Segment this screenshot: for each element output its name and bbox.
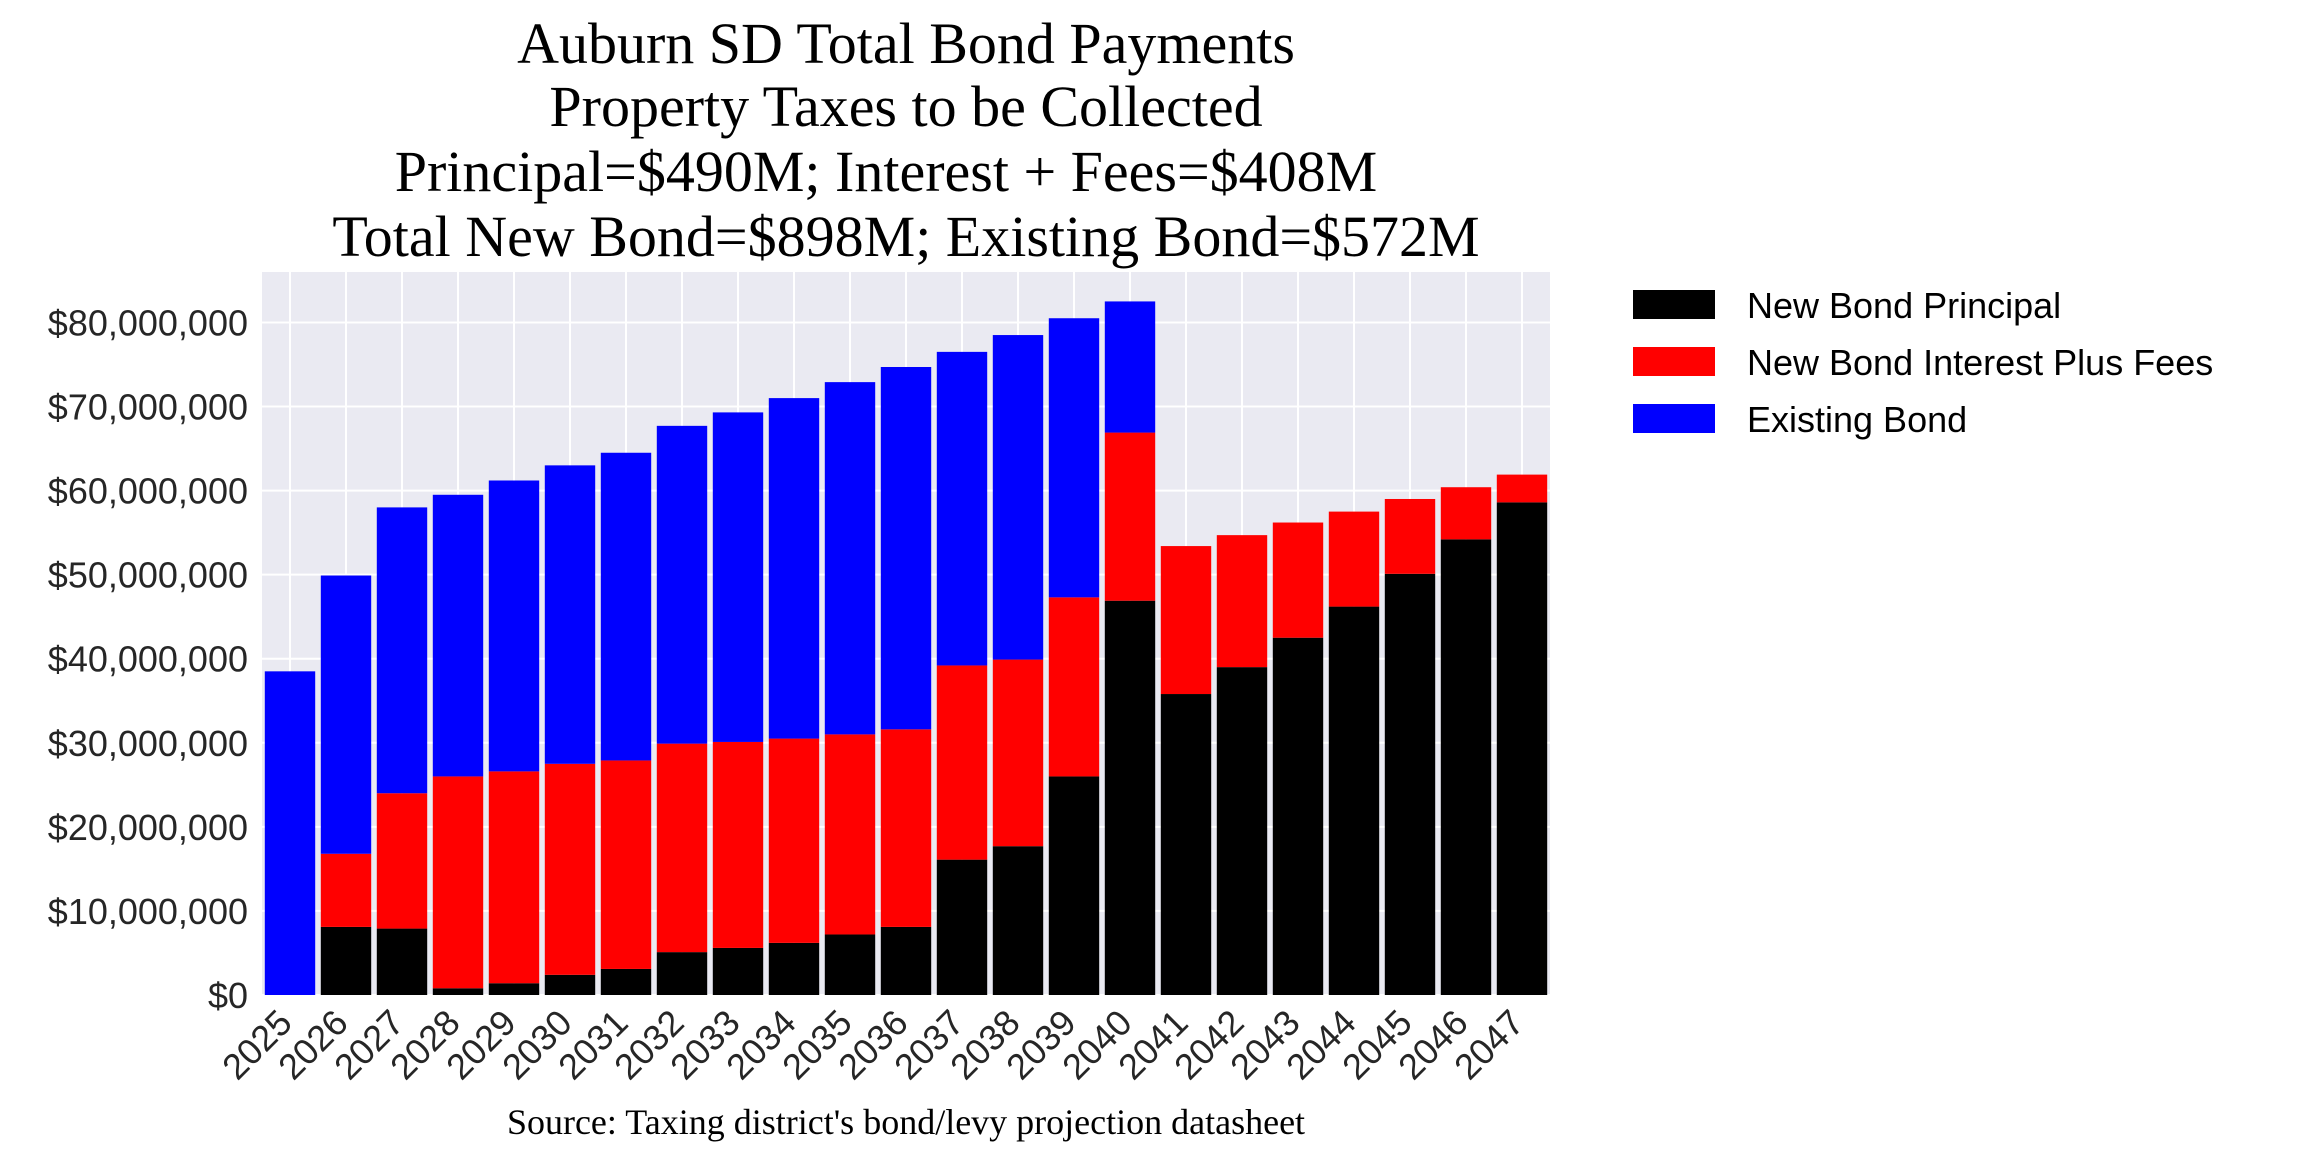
- bar-segment: [880, 729, 932, 927]
- bar-segment: [1272, 637, 1324, 995]
- bar-segment: [376, 507, 428, 794]
- bar-segment: [488, 983, 540, 995]
- bar-segment: [1160, 694, 1212, 995]
- bar-segment: [768, 738, 820, 943]
- bar-segment: [712, 412, 764, 742]
- bar-segment: [1328, 511, 1380, 607]
- bar-segment: [768, 942, 820, 995]
- bar-segment: [656, 425, 708, 744]
- bar-segment: [1048, 318, 1100, 598]
- bar-segment: [488, 480, 540, 772]
- y-tick-label: $60,000,000: [48, 471, 248, 512]
- bar-segment: [264, 671, 316, 995]
- bar-segment: [1104, 600, 1156, 995]
- bar-segment: [432, 988, 484, 995]
- y-tick-label: $80,000,000: [48, 302, 248, 343]
- bar-segment: [992, 846, 1044, 995]
- bar-segment: [1048, 597, 1100, 777]
- bar-segment: [1272, 522, 1324, 638]
- bar-segment: [1496, 474, 1548, 503]
- y-tick-label: $0: [208, 975, 248, 1016]
- bar-segment: [544, 974, 596, 995]
- chart-title: Auburn SD Total Bond Payments Property T…: [332, 11, 1479, 269]
- legend-swatch: [1633, 347, 1715, 376]
- bar-segment: [1440, 487, 1492, 540]
- bar-segment: [1216, 535, 1268, 668]
- bar-stacks: [264, 301, 1548, 995]
- bar-segment: [320, 926, 372, 995]
- bar-segment: [488, 771, 540, 984]
- bar-segment: [880, 366, 932, 730]
- bar-segment: [656, 952, 708, 995]
- bar-segment: [824, 382, 876, 735]
- bar-segment: [936, 665, 988, 860]
- chart-title-line-3: Principal=$490M; Interest + Fees=$408M: [395, 139, 1378, 204]
- bar-segment: [544, 465, 596, 764]
- bar-segment: [936, 351, 988, 666]
- legend-label: Existing Bond: [1747, 399, 1967, 440]
- bar-segment: [1104, 432, 1156, 601]
- bar-segment: [992, 335, 1044, 660]
- chart-title-line-1: Auburn SD Total Bond Payments: [517, 11, 1295, 76]
- bar-segment: [600, 760, 652, 969]
- bar-segment: [320, 575, 372, 854]
- bar-segment: [824, 734, 876, 935]
- bar-segment: [656, 743, 708, 953]
- bar-segment: [1384, 573, 1436, 995]
- bar-segment: [712, 741, 764, 948]
- bar-segment: [432, 494, 484, 777]
- bar-segment: [376, 793, 428, 929]
- bar-segment: [1048, 776, 1100, 995]
- bar-segment: [1328, 606, 1380, 995]
- bar-segment: [320, 853, 372, 927]
- bar-segment: [1216, 667, 1268, 995]
- legend: New Bond Principal New Bond Interest Plus…: [1633, 285, 2213, 440]
- bar-segment: [432, 776, 484, 989]
- bar-segment: [1384, 498, 1436, 574]
- chart-title-line-2: Property Taxes to be Collected: [549, 74, 1262, 139]
- bar-segment: [712, 947, 764, 995]
- y-tick-label: $20,000,000: [48, 807, 248, 848]
- bar-segment: [1160, 546, 1212, 695]
- legend-label: New Bond Interest Plus Fees: [1747, 342, 2213, 383]
- bar-segment: [768, 398, 820, 739]
- bar-segment: [376, 928, 428, 995]
- y-tick-label: $70,000,000: [48, 387, 248, 428]
- bar-segment: [992, 659, 1044, 847]
- bar-segment: [600, 452, 652, 761]
- bar-segment: [1104, 301, 1156, 433]
- legend-swatch: [1633, 290, 1715, 319]
- y-axis-tick-labels: $0 $10,000,000 $20,000,000 $30,000,000 $40,0…: [48, 302, 248, 1016]
- bar-segment: [880, 926, 932, 995]
- chart-title-line-4: Total New Bond=$898M; Existing Bond=$572…: [332, 204, 1479, 269]
- y-tick-label: $40,000,000: [48, 639, 248, 680]
- y-tick-label: $50,000,000: [48, 555, 248, 596]
- legend-label: New Bond Principal: [1747, 285, 2061, 326]
- bar-segment: [1496, 502, 1548, 995]
- y-tick-label: $30,000,000: [48, 723, 248, 764]
- bar-segment: [544, 763, 596, 975]
- source-note: Source: Taxing district's bond/levy proj…: [507, 1102, 1305, 1142]
- y-tick-label: $10,000,000: [48, 891, 248, 932]
- legend-swatch: [1633, 404, 1715, 433]
- bar-segment: [936, 859, 988, 995]
- bar-segment: [824, 934, 876, 995]
- x-axis-tick-labels: 2025202620272028202920302031203220332034…: [214, 1002, 1532, 1088]
- bar-segment: [600, 968, 652, 995]
- bar-segment: [1440, 539, 1492, 995]
